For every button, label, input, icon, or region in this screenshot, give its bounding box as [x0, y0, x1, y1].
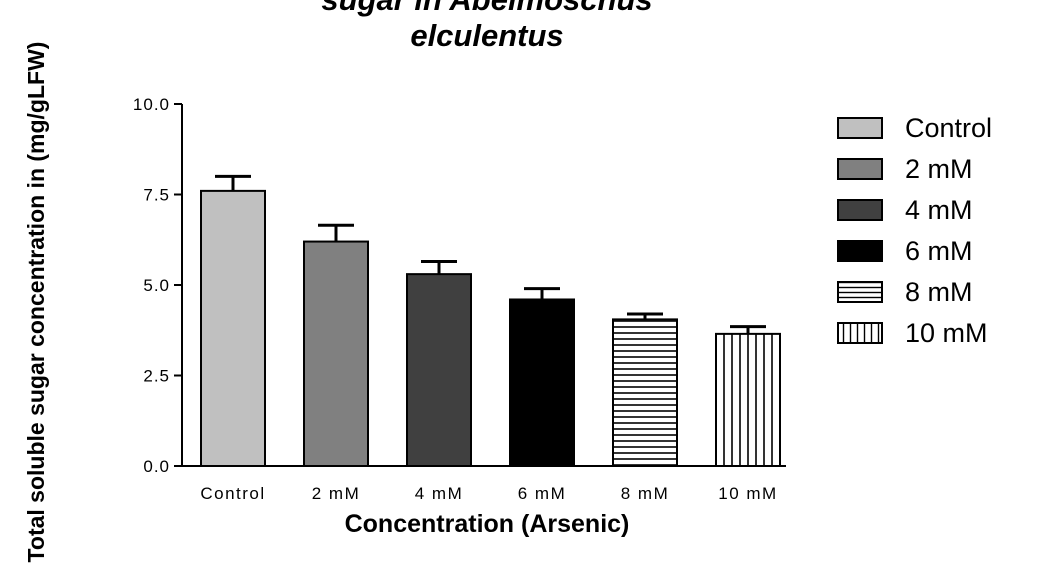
- bar-control: [200, 189, 266, 467]
- legend-swatch: [837, 240, 883, 262]
- y-tick-label: 10.0: [133, 95, 170, 114]
- category-labels: Control 2 mM 4 mM 6 mM 8 mM 10 mM: [200, 484, 777, 503]
- x-axis-label: Concentration (Arsenic): [345, 510, 630, 538]
- x-category-label: 8 mM: [621, 484, 670, 503]
- bar-8-mm: [612, 318, 678, 468]
- bar-2-mm: [303, 240, 369, 467]
- x-category-label: 2 mM: [312, 484, 361, 503]
- bar-10-mm: [715, 332, 781, 467]
- legend-label: 2 mM: [905, 154, 973, 184]
- y-tick-label: 5.0: [143, 276, 170, 295]
- legend-label: 8 mM: [905, 277, 973, 307]
- legend-swatch: [837, 117, 883, 139]
- legend-label: 6 mM: [905, 236, 973, 266]
- x-category-label: 6 mM: [518, 484, 567, 503]
- x-category-label: 10 mM: [718, 484, 777, 503]
- legend-swatch: [837, 199, 883, 221]
- legend-swatch: [837, 281, 883, 303]
- y-axis-label: Total soluble sugar concentration in (mg…: [23, 42, 49, 563]
- legend-label: 10 mM: [905, 318, 988, 348]
- y-tick-label: 2.5: [143, 367, 170, 386]
- legend-swatch: [837, 158, 883, 180]
- legend-swatch: [837, 322, 883, 344]
- bar-6-mm: [509, 298, 575, 468]
- x-category-label: Control: [200, 484, 265, 503]
- chart-title-line-2: elculentus: [410, 18, 563, 53]
- x-category-label: 4 mM: [415, 484, 464, 503]
- bar-4-mm: [406, 273, 472, 468]
- chart-title-line-1: sugar in Abelmoschus: [321, 0, 652, 17]
- y-ticks: 0.0 2.5 5.0 7.5 10.0: [133, 95, 182, 476]
- y-tick-label: 0.0: [143, 457, 170, 476]
- legend: Control 2 mM 4 mM 6 mM 8 mM 10 mM: [837, 113, 992, 348]
- legend-label: Control: [905, 113, 992, 143]
- y-tick-label: 7.5: [143, 186, 170, 205]
- legend-label: 4 mM: [905, 195, 973, 225]
- bars: [200, 174, 781, 468]
